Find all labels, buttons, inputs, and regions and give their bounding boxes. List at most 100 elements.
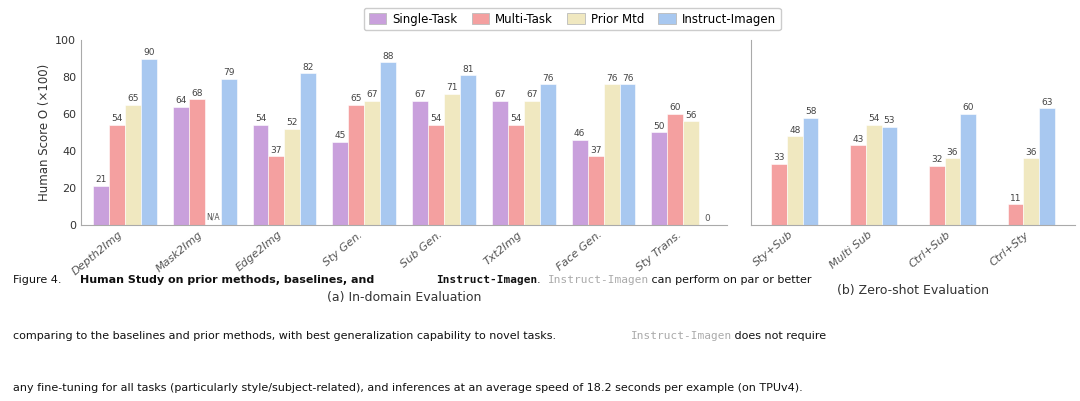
- Text: Figure 4.: Figure 4.: [13, 275, 62, 285]
- Text: 54: 54: [111, 114, 123, 124]
- Bar: [620, 84, 635, 225]
- Text: Human Study on prior methods, baselines, and: Human Study on prior methods, baselines,…: [80, 275, 378, 285]
- Text: any fine-tuning for all tasks (particularly style/subject-related), and inferenc: any fine-tuning for all tasks (particula…: [13, 383, 802, 393]
- Text: 90: 90: [143, 48, 154, 57]
- Bar: [802, 117, 819, 225]
- Text: 45: 45: [335, 131, 346, 140]
- X-axis label: (b) Zero-shot Evaluation: (b) Zero-shot Evaluation: [837, 284, 989, 298]
- Bar: [1024, 158, 1039, 225]
- Bar: [380, 62, 396, 225]
- Bar: [140, 59, 157, 225]
- Text: .: .: [537, 275, 544, 285]
- Text: 54: 54: [255, 114, 266, 124]
- Bar: [524, 101, 540, 225]
- Text: 48: 48: [789, 126, 800, 135]
- Text: 54: 54: [510, 114, 522, 124]
- Bar: [284, 129, 300, 225]
- Bar: [300, 73, 316, 225]
- Bar: [929, 166, 945, 225]
- Text: 54: 54: [430, 114, 442, 124]
- Bar: [444, 93, 460, 225]
- Text: comparing to the baselines and prior methods, with best generalization capabilit: comparing to the baselines and prior met…: [13, 331, 559, 341]
- Text: 43: 43: [852, 135, 864, 144]
- Bar: [881, 127, 897, 225]
- Text: 79: 79: [222, 68, 234, 77]
- Bar: [189, 99, 205, 225]
- Bar: [364, 101, 380, 225]
- Bar: [253, 125, 269, 225]
- Text: 50: 50: [653, 122, 665, 131]
- Text: Instruct-Imagen: Instruct-Imagen: [436, 275, 538, 285]
- Bar: [684, 121, 700, 225]
- Bar: [333, 142, 348, 225]
- Bar: [571, 140, 588, 225]
- Text: 67: 67: [495, 91, 505, 99]
- Text: 76: 76: [542, 74, 553, 83]
- Y-axis label: Human Score O (×100): Human Score O (×100): [38, 64, 51, 201]
- Text: N/A: N/A: [206, 213, 219, 222]
- Text: 65: 65: [351, 94, 362, 103]
- Bar: [508, 125, 524, 225]
- Text: 67: 67: [366, 91, 378, 99]
- Text: 0: 0: [704, 214, 711, 223]
- Bar: [460, 75, 476, 225]
- Bar: [428, 125, 444, 225]
- Bar: [269, 156, 284, 225]
- Bar: [960, 114, 976, 225]
- Bar: [540, 84, 556, 225]
- Text: 46: 46: [573, 129, 585, 138]
- Text: 60: 60: [670, 103, 681, 112]
- Bar: [588, 156, 604, 225]
- Text: 58: 58: [805, 107, 816, 116]
- Text: 68: 68: [191, 89, 202, 98]
- Bar: [220, 79, 237, 225]
- Text: Instruct-Imagen: Instruct-Imagen: [548, 275, 649, 285]
- Text: 54: 54: [868, 114, 879, 124]
- Legend: Single-Task, Multi-Task, Prior Mtd, Instruct-Imagen: Single-Task, Multi-Task, Prior Mtd, Inst…: [364, 8, 781, 30]
- Text: does not require: does not require: [731, 331, 826, 341]
- Text: 21: 21: [95, 175, 107, 184]
- Text: 33: 33: [773, 153, 785, 162]
- Bar: [348, 105, 364, 225]
- Bar: [413, 101, 428, 225]
- Bar: [604, 84, 620, 225]
- Bar: [125, 105, 140, 225]
- Text: 52: 52: [286, 118, 298, 127]
- Text: 63: 63: [1041, 98, 1053, 107]
- Text: 82: 82: [302, 63, 314, 72]
- Text: 56: 56: [686, 111, 697, 120]
- Bar: [651, 132, 667, 225]
- X-axis label: (a) In-domain Evaluation: (a) In-domain Evaluation: [327, 291, 482, 304]
- Bar: [667, 114, 684, 225]
- Text: 36: 36: [1026, 148, 1037, 157]
- Bar: [1039, 108, 1055, 225]
- Text: 64: 64: [175, 96, 187, 105]
- Text: 32: 32: [931, 155, 943, 164]
- Text: 71: 71: [446, 83, 458, 92]
- Text: 67: 67: [526, 91, 538, 99]
- Bar: [850, 145, 866, 225]
- Bar: [787, 136, 802, 225]
- Bar: [109, 125, 125, 225]
- Bar: [1008, 204, 1024, 225]
- Text: 11: 11: [1010, 194, 1022, 203]
- Text: 60: 60: [962, 103, 974, 112]
- Text: 76: 76: [622, 74, 633, 83]
- Bar: [866, 125, 881, 225]
- Bar: [173, 107, 189, 225]
- Bar: [771, 164, 787, 225]
- Text: can perform on par or better: can perform on par or better: [648, 275, 811, 285]
- Text: 65: 65: [127, 94, 138, 103]
- Text: 37: 37: [590, 146, 602, 155]
- Text: Instruct-Imagen: Instruct-Imagen: [631, 331, 732, 341]
- Text: 37: 37: [271, 146, 282, 155]
- Text: 53: 53: [883, 116, 895, 126]
- Text: 81: 81: [462, 65, 474, 74]
- Bar: [93, 186, 109, 225]
- Bar: [945, 158, 960, 225]
- Bar: [491, 101, 508, 225]
- Text: 88: 88: [382, 52, 394, 61]
- Text: 36: 36: [947, 148, 958, 157]
- Text: 76: 76: [606, 74, 618, 83]
- Text: 67: 67: [415, 91, 426, 99]
